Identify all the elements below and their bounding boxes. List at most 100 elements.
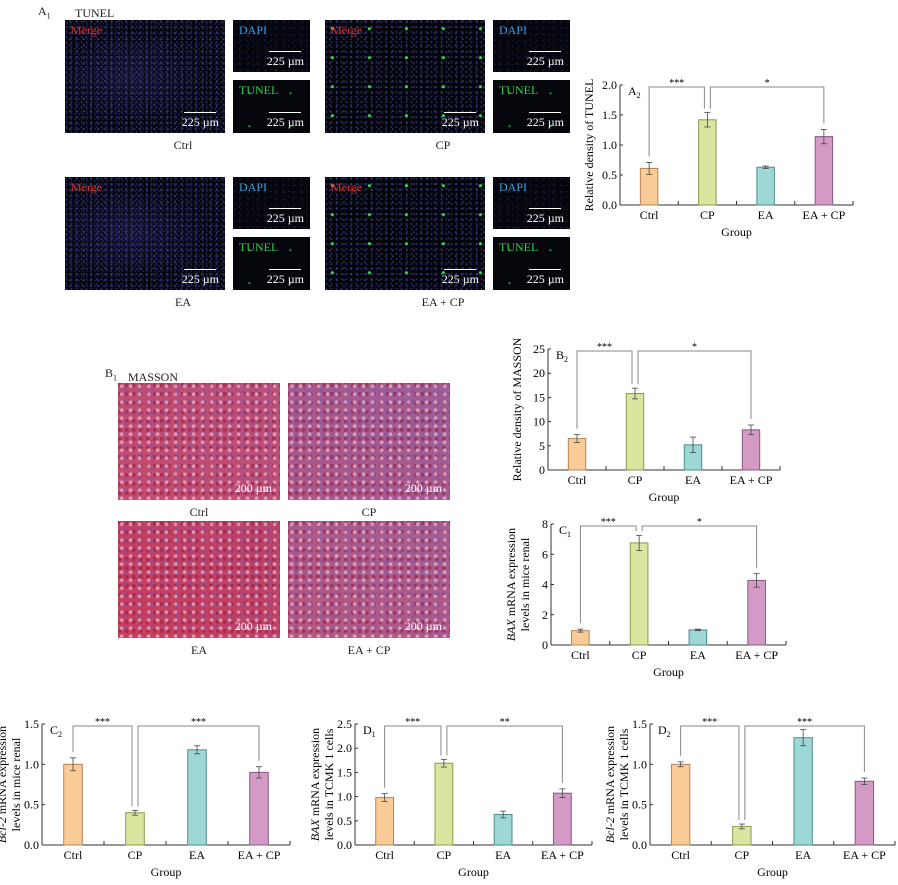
- significance-bracket: [72, 725, 133, 807]
- group-label: EA + CP: [421, 295, 465, 309]
- error-bar: [632, 387, 638, 400]
- scale-bar: 225 µm: [442, 112, 479, 130]
- y-tick-label: 25: [533, 342, 545, 356]
- bar-ea: [187, 749, 207, 846]
- y-tick-label: 2.5: [337, 717, 352, 731]
- x-tick-label: Ctrl: [671, 848, 690, 862]
- y-tick-label: 1.0: [337, 790, 352, 804]
- bar-cp: [125, 812, 145, 846]
- error-bar: [748, 424, 754, 436]
- x-axis-label: Group: [649, 490, 680, 504]
- y-tick-label: 0.0: [24, 838, 39, 852]
- x-tick-label: EA: [758, 208, 774, 222]
- scale-bar-label: 200 µm: [404, 481, 442, 495]
- tunel-image: TUNEL 225 µm: [233, 237, 310, 290]
- bar-ctrl: [375, 797, 395, 846]
- y-axis-label-line2: levels in mice renal: [518, 537, 532, 631]
- scale-bar: 225 µm: [442, 269, 479, 287]
- significance-bracket: [637, 350, 752, 419]
- dapi-label: DAPI: [499, 23, 528, 37]
- merge-image: Merge 225 µm: [65, 177, 225, 290]
- y-tick-label: 1.0: [632, 757, 647, 771]
- bar-ea-cp: [249, 771, 269, 846]
- significance-bracket: [137, 725, 260, 807]
- x-tick-label: EA + CP: [735, 648, 778, 662]
- y-tick-label: 0.0: [632, 838, 647, 852]
- significance-label: **: [500, 717, 510, 728]
- bar-ea-cp: [854, 780, 875, 846]
- bar-ea: [756, 166, 775, 206]
- y-axis-label-line2: levels in TCMK 1 cells: [322, 728, 336, 840]
- error-bar: [800, 729, 807, 747]
- group-label: CP: [361, 505, 377, 519]
- x-tick-label: Ctrl: [640, 208, 659, 222]
- chart-D2: 0.0 0.5 1.0 1.5 Ctrl CP EA EA + CP *** *** D2 Group…: [603, 717, 896, 879]
- scale-bar: 225 µm: [267, 269, 304, 287]
- bar-cp: [629, 542, 649, 646]
- panel-label: D1: [363, 723, 376, 739]
- tunel-label: TUNEL: [499, 83, 539, 97]
- panel-label-b1: B1: [105, 366, 118, 383]
- merge-label: Merge: [331, 180, 363, 194]
- y-tick-label: 0.0: [602, 198, 617, 212]
- bar-cp: [434, 762, 454, 846]
- x-tick-label: CP: [437, 848, 452, 862]
- masson-image: 200 µm: [288, 383, 450, 500]
- merge-label: Merge: [331, 23, 363, 37]
- masson-image: 200 µm: [288, 521, 450, 638]
- dapi-label: DAPI: [499, 180, 528, 194]
- y-tick-label: 0: [542, 638, 548, 652]
- masson-image: 200 µm: [118, 521, 280, 638]
- y-tick-label: 1.5: [337, 765, 352, 779]
- bar-ea-cp: [747, 579, 766, 646]
- dapi-image: DAPI 225 µm: [233, 177, 310, 229]
- bar-ctrl: [567, 438, 587, 471]
- dapi-label: DAPI: [239, 180, 268, 194]
- significance-bracket: [384, 725, 442, 788]
- x-tick-label: EA + CP: [802, 208, 845, 222]
- panel-label: A2: [628, 84, 641, 100]
- tunel-image: TUNEL 225 µm: [493, 80, 570, 133]
- group-label: Ctrl: [173, 138, 193, 152]
- significance-label: ***: [405, 717, 420, 728]
- significance-bracket: [680, 725, 740, 821]
- x-tick-label: EA: [795, 848, 811, 862]
- dapi-label: DAPI: [239, 23, 268, 37]
- error-bar: [440, 758, 447, 768]
- group-label: CP: [435, 138, 451, 152]
- group-label: EA: [175, 295, 191, 309]
- error-bar: [574, 434, 580, 443]
- x-axis-label: Group: [458, 865, 489, 879]
- y-tick-label: 0.5: [632, 798, 647, 812]
- merge-image: Merge 225 µm: [325, 20, 485, 133]
- merge-image: Merge 225 µm: [65, 20, 225, 133]
- tunel-label: TUNEL: [239, 240, 279, 254]
- significance-label: ***: [669, 78, 684, 89]
- error-bar: [559, 788, 566, 798]
- tunel-label: TUNEL: [499, 240, 539, 254]
- error-bar: [577, 628, 584, 633]
- y-axis-label: Relative density of MASSON: [510, 338, 524, 481]
- scale-bar-label: 225 µm: [181, 115, 219, 129]
- significance-bracket: [744, 725, 865, 821]
- scale-bar: 225 µm: [527, 208, 564, 226]
- significance-bracket: [648, 86, 705, 157]
- y-tick-label: 0.0: [337, 838, 352, 852]
- bar-ea: [493, 814, 513, 846]
- merge-label: Merge: [71, 180, 103, 194]
- scale-bar-label: 225 µm: [526, 211, 564, 225]
- y-tick-label: 0.5: [602, 168, 617, 182]
- x-tick-label: EA + CP: [843, 848, 886, 862]
- significance-label: ***: [191, 717, 206, 728]
- bar-cp: [698, 119, 717, 206]
- error-bar: [256, 766, 262, 779]
- y-tick-label: 20: [533, 366, 545, 380]
- x-tick-label: CP: [735, 848, 750, 862]
- significance-bracket: [446, 725, 563, 783]
- error-bar: [646, 162, 653, 175]
- error-bar: [820, 129, 827, 145]
- scale-bar: 225 µm: [182, 269, 219, 287]
- bar-ea: [688, 629, 708, 646]
- y-axis-label: Bcl-2 mRNA expression: [0, 726, 9, 843]
